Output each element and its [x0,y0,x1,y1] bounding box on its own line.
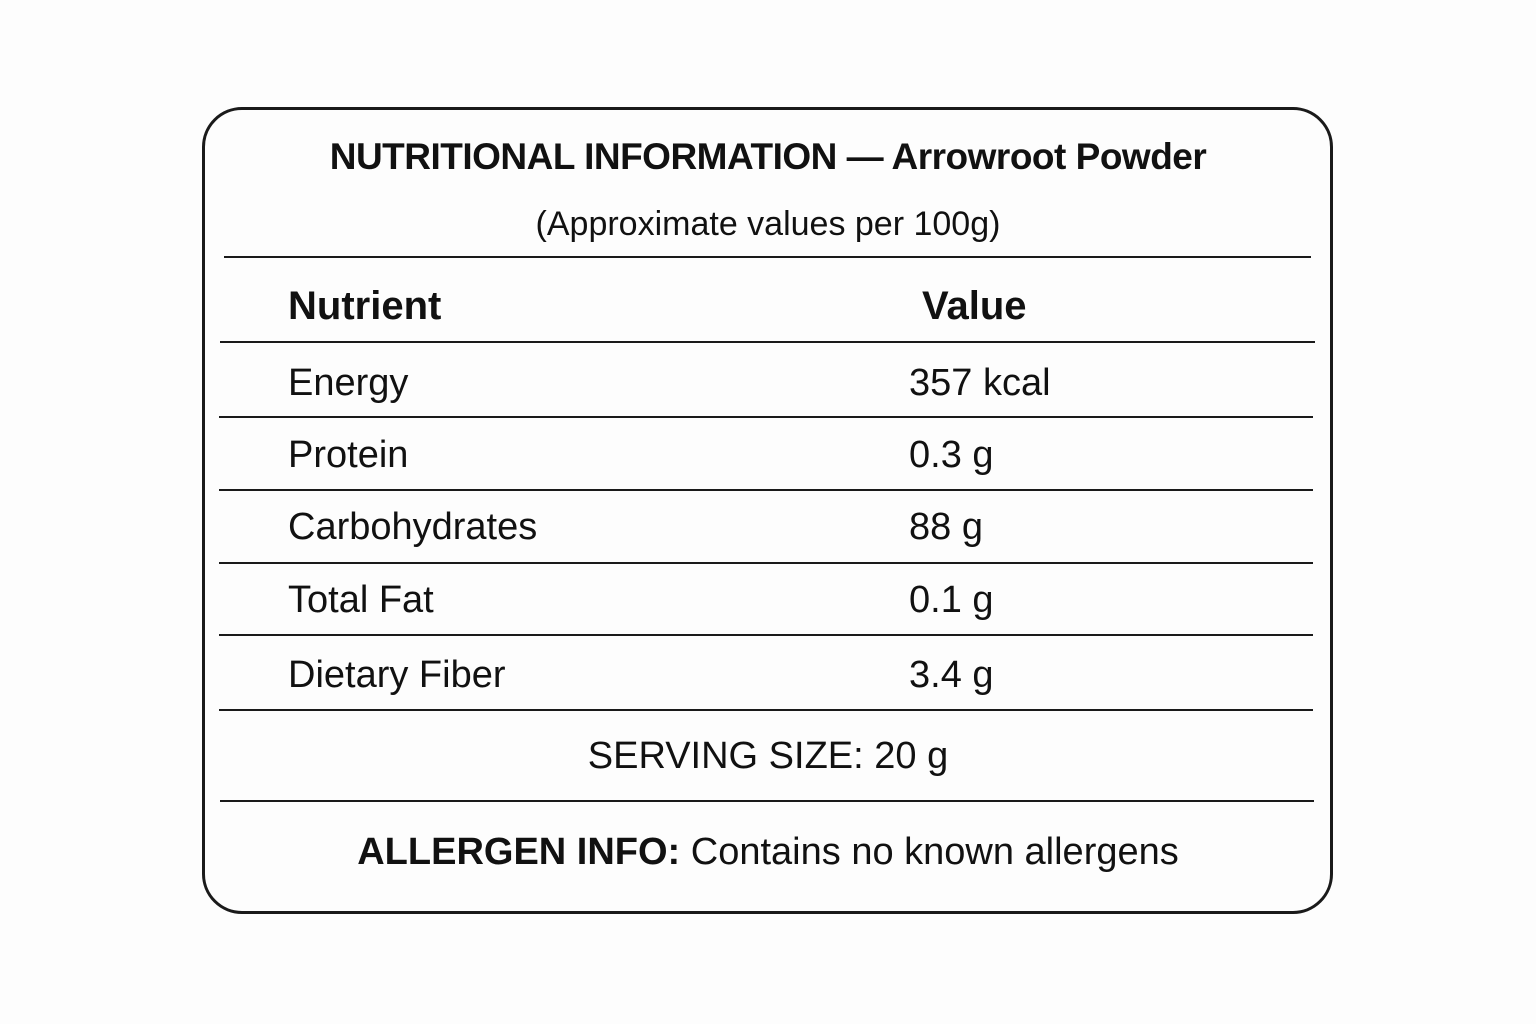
divider [219,709,1313,711]
divider [219,634,1313,636]
label-frame [202,107,1333,914]
title: NUTRITIONAL INFORMATION — Arrowroot Powd… [329,136,1207,177]
subtitle: (Approximate values per 100g) [535,205,1001,243]
nutrient-value: 88 g [909,506,983,548]
allergen-label: ALLERGEN INFO: [357,831,681,873]
divider [224,256,1311,258]
nutrient-name: Total Fat [288,579,434,621]
nutrient-value: 0.1 g [909,579,994,621]
nutrient-value: 357 kcal [909,362,1051,404]
nutrient-name: Carbohydrates [288,506,538,548]
allergen-info: ALLERGEN INFO: Contains no known allerge… [0,833,1536,871]
divider [220,800,1314,802]
nutrient-value: 3.4 g [909,654,994,696]
allergen-text: Contains no known allergens [690,831,1179,873]
divider [219,562,1313,564]
column-header: Value [922,284,1027,328]
nutrient-name: Energy [288,362,409,404]
divider [220,341,1315,343]
divider [219,489,1313,491]
nutrient-name: Dietary Fiber [288,654,506,696]
divider [219,416,1313,418]
nutrient-name: Protein [288,434,409,476]
serving-size: SERVING SIZE: 20 g [587,735,949,777]
column-header: Nutrient [288,284,442,328]
nutrient-value: 0.3 g [909,434,994,476]
